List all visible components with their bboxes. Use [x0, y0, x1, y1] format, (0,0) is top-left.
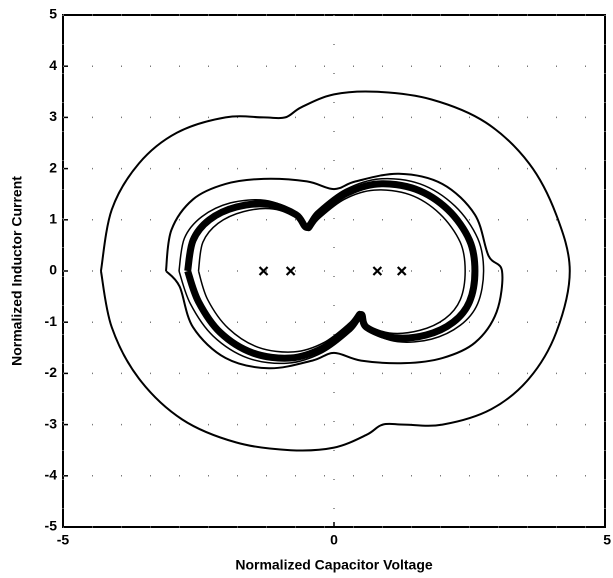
x-tick-label: -5 [57, 532, 70, 548]
equilibrium-marker [258, 266, 269, 276]
trajectory [184, 180, 479, 362]
y-tick-label: -1 [45, 313, 58, 329]
y-tick-label: 2 [49, 159, 57, 175]
equilibrium-marker [372, 266, 383, 276]
y-tick-label: -4 [45, 467, 58, 483]
y-tick-label: 0 [49, 262, 57, 278]
y-tick-label: -5 [45, 518, 58, 534]
trajectory [197, 189, 466, 353]
x-tick-label: 5 [603, 532, 611, 548]
y-tick-label: 4 [49, 57, 57, 73]
y-tick-label: -2 [45, 364, 58, 380]
y-tick-label: 5 [49, 6, 57, 22]
y-tick-label: 1 [49, 211, 57, 227]
y-tick-label: 3 [49, 108, 57, 124]
trajectory [164, 172, 504, 370]
equilibrium-marker [396, 266, 407, 276]
y-tick-label: -3 [45, 415, 58, 431]
x-axis-label: Normalized Capacitor Voltage [235, 557, 433, 573]
x-tick-label: 0 [330, 532, 338, 548]
equilibrium-marker [285, 266, 296, 276]
y-axis-label: Normalized Inductor Current [9, 176, 25, 366]
trajectory [99, 90, 571, 452]
